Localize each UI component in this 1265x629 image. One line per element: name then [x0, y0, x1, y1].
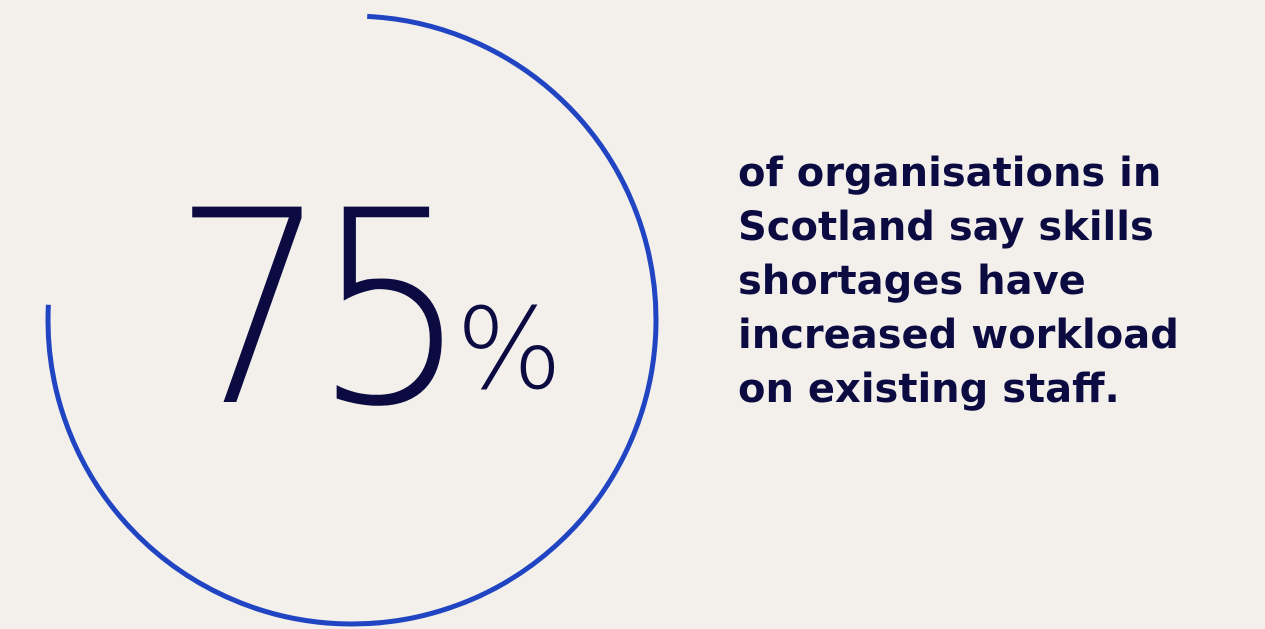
stat-description: of organisations in Scotland say skills …	[738, 146, 1238, 416]
stat-description-line: shortages have	[738, 258, 1086, 304]
stat-description-line: increased workload	[738, 312, 1179, 358]
progress-ring	[45, 13, 659, 627]
stat-value-group: 75 %	[172, 154, 562, 466]
statistic-graphic: 75 %	[45, 13, 659, 627]
stat-value: 75	[172, 154, 469, 466]
stat-description-line: on existing staff.	[738, 366, 1120, 412]
stat-description-line: Scotland say skills	[738, 204, 1154, 250]
stat-unit: %	[456, 285, 563, 415]
stat-description-line: of organisations in	[738, 150, 1162, 196]
progress-ring-arc	[45, 13, 659, 627]
